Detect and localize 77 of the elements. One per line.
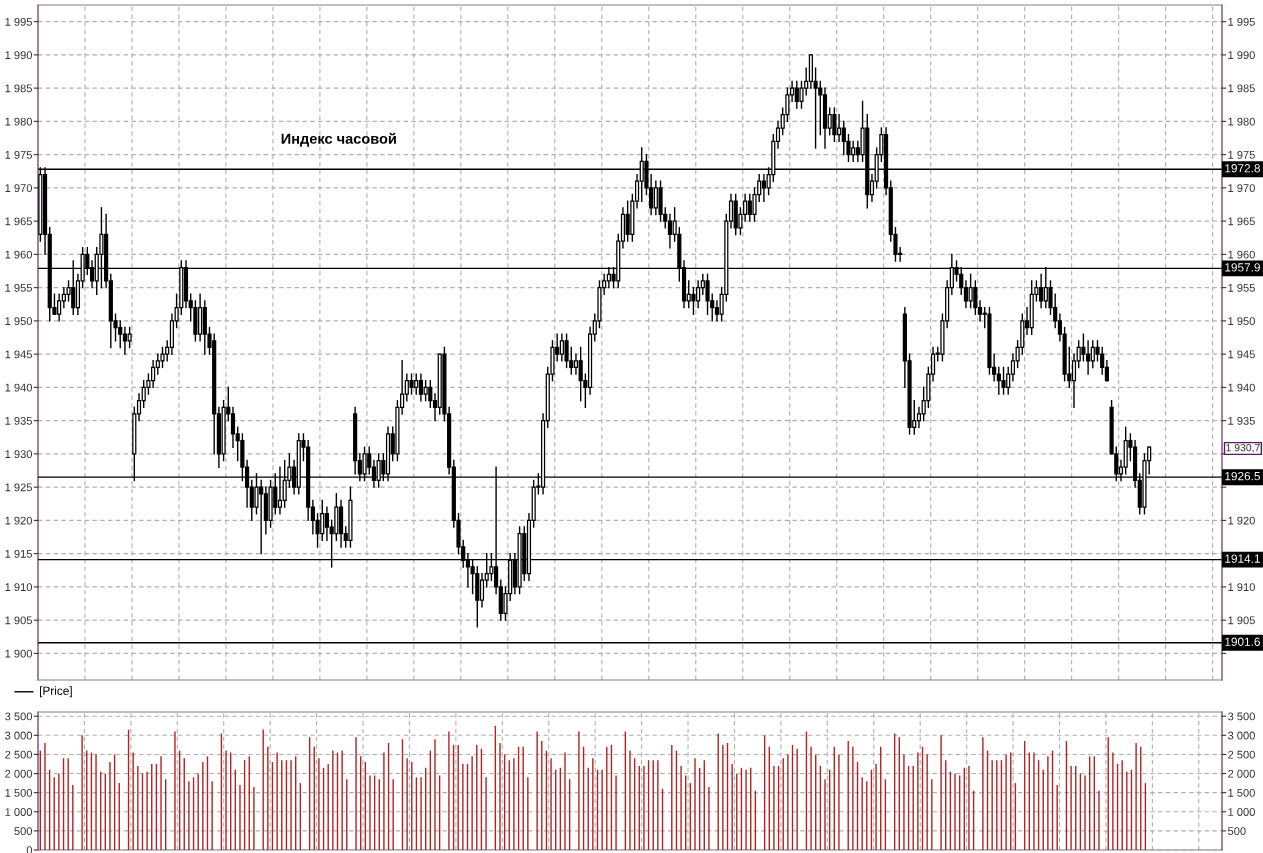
- y-tick-label: 1 995: [5, 17, 32, 26]
- y2-tick-label: 1 920: [1228, 516, 1255, 525]
- y2-tick-label: 1 940: [1228, 383, 1255, 392]
- y-tick-label: 1 970: [5, 184, 33, 193]
- y2-tick-label: 1 990: [1228, 51, 1255, 60]
- y-tick-label: 1 000: [5, 808, 33, 816]
- y2-tick-label: 500: [1228, 827, 1246, 836]
- y2-tick-label: 1 955: [1228, 283, 1255, 292]
- y-tick-label: 1 960: [5, 250, 33, 259]
- y-tick-label: 1 975: [5, 150, 32, 159]
- y-tick-label: 1 930: [5, 450, 33, 459]
- y2-tick-label: 1 980: [1228, 117, 1255, 126]
- y-tick-label: 1 920: [5, 516, 33, 525]
- y2-tick-label: 1 975: [1228, 150, 1255, 159]
- candlestick: [418, 373, 424, 402]
- candlestick: [1001, 366, 1006, 395]
- y2-tick-label: 1 995: [1228, 17, 1255, 26]
- y-tick-label: 1 980: [5, 117, 33, 126]
- y2-tick-label: 2 500: [1228, 750, 1255, 759]
- ref-line-label: 1901.6: [1225, 637, 1260, 646]
- y2-tick-label: 1 500: [1228, 788, 1255, 797]
- candlestick: [324, 506, 330, 542]
- y-tick-label: 1 950: [5, 317, 33, 326]
- candlestick: [230, 406, 236, 448]
- y2-tick-label: 1 935: [1228, 416, 1255, 425]
- candlestick: [428, 380, 433, 409]
- ref-line-label: 1914.1: [1225, 554, 1260, 563]
- y2-tick-label: 1 910: [1228, 583, 1255, 592]
- text: Индекс часовой: [281, 132, 396, 147]
- y2-tick-label: 1 950: [1228, 317, 1255, 326]
- y-tick-label: 1 945: [5, 350, 32, 359]
- y-tick-label: 1 965: [5, 217, 32, 226]
- y-tick-label: 3 000: [5, 731, 33, 740]
- candlestick: [625, 200, 630, 242]
- y-tick-label: 1 990: [5, 51, 33, 60]
- candlestick: [479, 572, 485, 608]
- candlestick: [968, 273, 973, 309]
- y2-tick-label: 2 000: [1228, 769, 1255, 778]
- candlestick: [122, 326, 128, 355]
- y-tick-label: 1 905: [5, 616, 32, 625]
- candlestick: [564, 333, 569, 369]
- candlestick: [705, 273, 710, 315]
- y2-tick-label: 1 905: [1228, 616, 1255, 625]
- y-tick-label: 1 940: [5, 383, 33, 392]
- candlestick: [127, 326, 132, 349]
- ref-line-label: 1926.5: [1225, 471, 1260, 481]
- y2-tick-label: 1 965: [1228, 217, 1255, 226]
- ref-line-label: 1972.8: [1225, 164, 1260, 173]
- y2-tick-label: 1 960: [1228, 250, 1255, 259]
- candlestick: [832, 107, 837, 143]
- y2-tick-label: 1 945: [1228, 350, 1255, 359]
- text: [Price]: [39, 686, 72, 698]
- y2-tick-label: 1 985: [1228, 84, 1255, 93]
- y-tick-label: 1 915: [5, 549, 32, 558]
- y-tick-label: 1 935: [5, 416, 32, 425]
- y-tick-label: 1 910: [5, 583, 33, 592]
- y-tick-label: 3 500: [5, 712, 33, 721]
- text: 1 930,7: [1226, 443, 1260, 453]
- y-tick-label: 2 000: [5, 769, 33, 778]
- y2-tick-label: 3 500: [1227, 712, 1255, 721]
- y-tick-label: 1 500: [5, 788, 33, 797]
- candlestick: [667, 213, 673, 249]
- y-tick-label: 1 900: [5, 649, 33, 658]
- candlestick: [409, 373, 414, 395]
- y-tick-label: 1 955: [5, 283, 32, 292]
- y2-tick-label: 1 970: [1228, 184, 1255, 193]
- y-tick-label: 2 500: [5, 750, 33, 759]
- candlestick: [691, 286, 696, 315]
- candlestick: [973, 280, 978, 315]
- ref-line-label: 1957.9: [1225, 263, 1260, 272]
- y-tick-label: 500: [14, 827, 33, 836]
- candlestick: [578, 346, 583, 402]
- candlestick: [423, 380, 428, 402]
- y2-tick-label: 3 000: [1227, 731, 1255, 740]
- y2-tick-label: 1 000: [1228, 808, 1255, 816]
- y-tick-label: 1 925: [5, 483, 32, 492]
- y-tick-label: 1 985: [5, 84, 32, 93]
